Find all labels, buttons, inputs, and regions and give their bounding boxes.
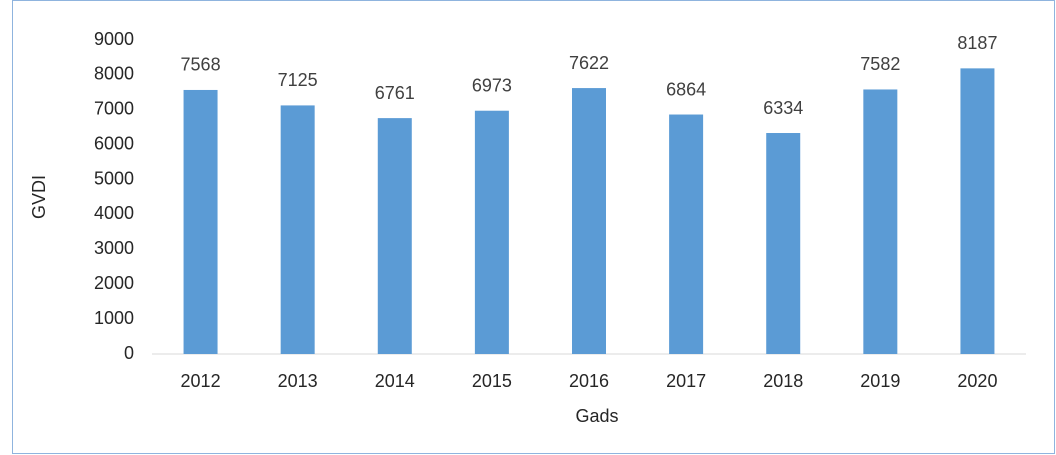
bar — [669, 114, 704, 354]
y-tick-label: 8000 — [94, 64, 134, 84]
data-label: 7125 — [278, 70, 318, 90]
x-tick-label: 2013 — [278, 371, 318, 391]
data-label: 8187 — [957, 33, 997, 53]
x-tick-label: 2017 — [666, 371, 706, 391]
bar — [572, 88, 606, 354]
data-label: 7568 — [181, 55, 221, 75]
x-tick-label: 2015 — [472, 371, 512, 391]
y-tick-label: 9000 — [94, 29, 134, 49]
x-tick-label: 2012 — [181, 371, 221, 391]
data-label: 6334 — [763, 98, 803, 118]
bar — [474, 110, 509, 354]
data-label: 6864 — [666, 79, 706, 99]
x-tick-label: 2020 — [957, 371, 997, 391]
bar — [280, 105, 315, 355]
data-label: 7582 — [860, 54, 900, 74]
y-tick-label: 4000 — [94, 203, 134, 223]
x-tick-label: 2014 — [375, 371, 415, 391]
y-tick-label: 6000 — [94, 133, 134, 153]
bar — [863, 89, 898, 354]
bar — [960, 68, 995, 354]
y-tick-label: 7000 — [94, 99, 134, 119]
bar — [183, 89, 218, 355]
x-tick-label: 2019 — [860, 371, 900, 391]
y-tick-label: 0 — [124, 343, 134, 363]
data-label: 7622 — [569, 53, 609, 73]
x-tick-label: 2018 — [763, 371, 803, 391]
y-tick-label: 3000 — [94, 238, 134, 258]
y-tick-label: 5000 — [94, 168, 134, 188]
y-axis-label: GVDI — [29, 175, 49, 219]
data-label: 6973 — [472, 75, 512, 95]
x-tick-label: 2016 — [569, 371, 609, 391]
y-tick-label: 2000 — [94, 273, 134, 293]
data-label: 6761 — [375, 83, 415, 103]
x-axis-label: Gads — [575, 406, 618, 426]
bar — [377, 118, 412, 355]
y-tick-label: 1000 — [94, 308, 134, 328]
bar — [766, 133, 801, 354]
